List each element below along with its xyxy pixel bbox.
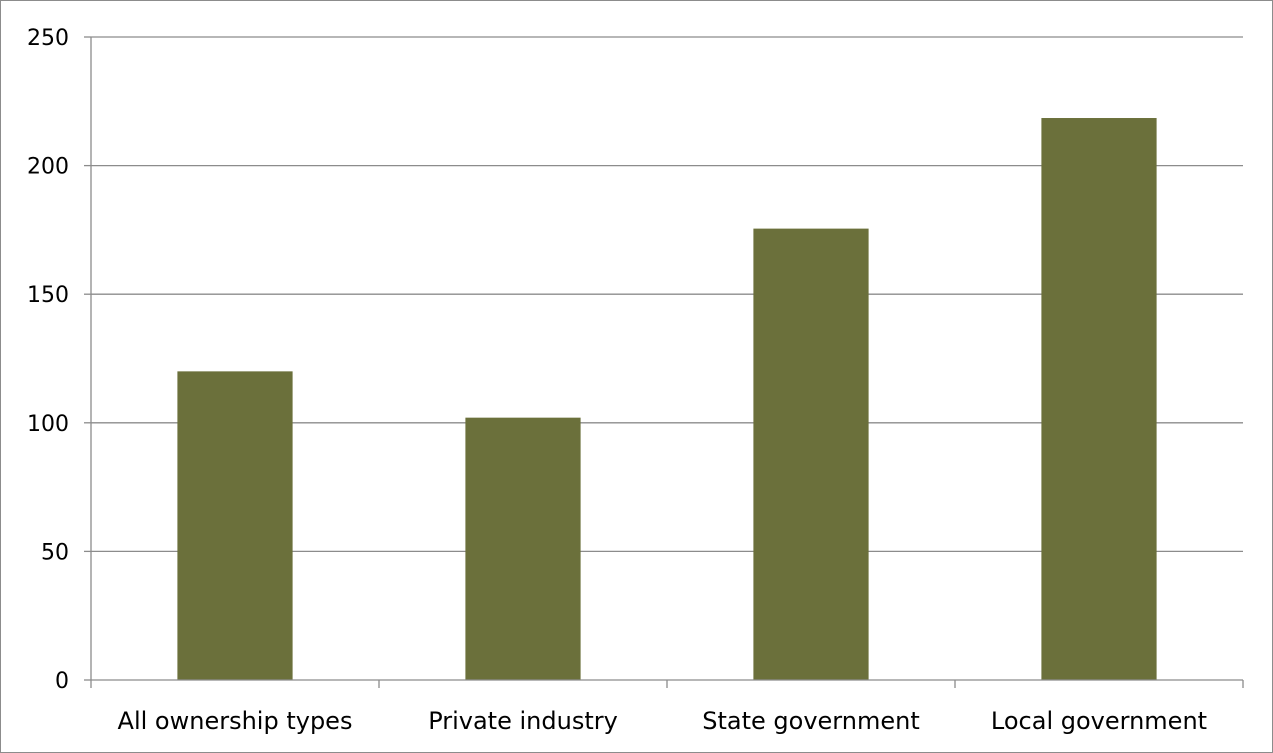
bar-private-industry bbox=[465, 417, 581, 680]
x-category-label: All ownership types bbox=[118, 707, 353, 735]
y-tick-label: 50 bbox=[41, 540, 69, 565]
y-tick-label: 150 bbox=[27, 283, 69, 308]
y-tick-label: 200 bbox=[27, 155, 69, 180]
x-category-label: Private industry bbox=[428, 707, 618, 735]
bar-local-government bbox=[1041, 118, 1157, 680]
bar-all-ownership-types bbox=[177, 371, 293, 680]
x-category-label: Local government bbox=[991, 707, 1207, 735]
y-tick-label: 100 bbox=[27, 412, 69, 437]
x-category-label: State government bbox=[702, 707, 919, 735]
y-tick-label: 250 bbox=[27, 26, 69, 51]
axes bbox=[84, 36, 1244, 688]
y-tick-label: 0 bbox=[55, 669, 69, 694]
bars bbox=[177, 118, 1157, 680]
labels: 0 50 100 150 200 250 All ownership types Privat… bbox=[27, 26, 1207, 735]
bar-state-government bbox=[753, 228, 869, 680]
